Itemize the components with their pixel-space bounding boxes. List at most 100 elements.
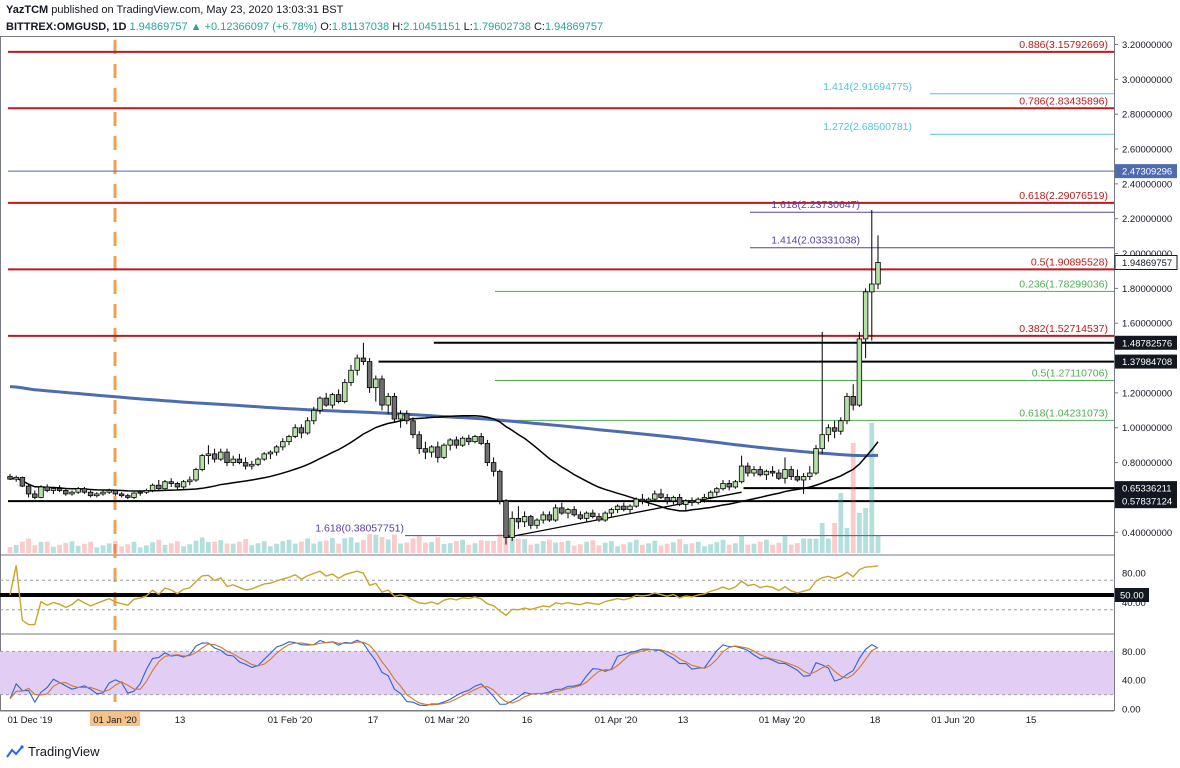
candle [490,457,497,477]
rsi-badge [1115,588,1149,602]
candle [143,488,150,494]
volume-bar [106,543,112,553]
volume-bar [354,542,360,553]
candle-body [633,498,639,507]
candle [249,460,255,470]
candle-body [521,516,528,523]
volume-bar [534,543,540,553]
candle-body [174,483,181,488]
candle-body [552,507,559,521]
candle [199,453,205,472]
candle [602,511,608,522]
candle [720,480,726,491]
author-name[interactable]: YazTCM [6,4,49,16]
candle [614,504,621,514]
candle [242,457,249,470]
volume-bar [94,547,100,553]
volume-bar [38,541,44,553]
candle [689,497,695,507]
candle [788,466,794,480]
candle [571,506,577,517]
candle-body [87,491,94,497]
volume-bar [807,538,813,553]
candle [528,514,534,529]
volume-bar [553,542,558,553]
candle [94,492,100,498]
candle [304,417,311,435]
candle [447,438,453,451]
candle [63,488,69,496]
volume-bar [206,541,211,553]
volume-bar [516,538,521,553]
x-tick-label: 01 Apr '20 [595,715,638,726]
candle-body [844,395,850,422]
candle [236,453,243,465]
candle-body [323,397,329,406]
candle [397,410,404,428]
volume-bar [249,545,255,553]
tradingview-brand[interactable]: TradingView [6,744,100,759]
candle-body [199,455,205,470]
volume-bar [447,543,453,553]
candle-body [397,413,404,420]
candle-body [776,472,782,479]
volume-bar [677,539,682,553]
candle [633,497,639,508]
candle [807,466,813,480]
candle [782,457,788,484]
symbol-label[interactable]: BITTREX:OMGUSD, 1D [6,21,127,33]
candle [162,480,168,490]
candle [639,493,646,505]
volume-bar [782,535,788,553]
candle [32,490,38,500]
candle [125,493,131,500]
volume-bar [75,545,81,553]
volume-bar [268,546,273,553]
volume-bar [733,543,738,553]
candle [732,480,739,489]
publish-info: YazTCM published on TradingView.com, May… [6,4,343,16]
x-tick-label: 01 Jun '20 [931,715,975,726]
open-value: 1.81137038 [331,21,390,33]
candle-body [342,382,348,403]
y-tick-label: 2.00000000 [1122,249,1172,260]
volume-bar [764,539,769,553]
candle [776,469,782,480]
volume-bar [82,543,87,553]
candle-body [683,500,689,505]
candle [831,420,838,439]
candle-body [373,378,379,389]
volume-bar [621,544,627,553]
candle-body [168,481,174,484]
candle-body [112,490,119,495]
volume-bar [565,540,571,553]
candle-body [838,420,844,432]
candle-body [695,498,701,504]
candle-body [94,493,100,497]
y-tick-label: 1.20000000 [1122,388,1172,399]
rsi-tick-label: 40.00 [1122,598,1146,609]
volume-bar [261,541,267,553]
candle-body [354,357,360,371]
volume-bar [633,539,639,553]
candle [156,480,162,491]
x-tick-label: 01 Jan '20 [93,715,137,726]
volume-bar [100,545,106,553]
volume-bar [739,535,744,553]
volume-bar [875,535,881,553]
candle-body [131,492,137,498]
price-badge [1115,335,1177,350]
candle-body [267,451,274,455]
brand-name: TradingView [28,744,100,759]
candle-body [329,394,336,406]
y-tick-label: 2.80000000 [1122,110,1172,121]
candle [261,452,267,461]
candle-body [118,493,125,497]
candle-body [497,470,503,502]
price-change: +0.12366097 (+6.78%) [204,21,318,33]
price-chart[interactable]: 0.886(3.15792669) 1.414(2.91694775) 0.786(… [0,0,1180,740]
candle-body [608,509,615,514]
candle-body [69,491,75,495]
volume-bar [181,546,186,553]
volume-bar [640,544,645,553]
